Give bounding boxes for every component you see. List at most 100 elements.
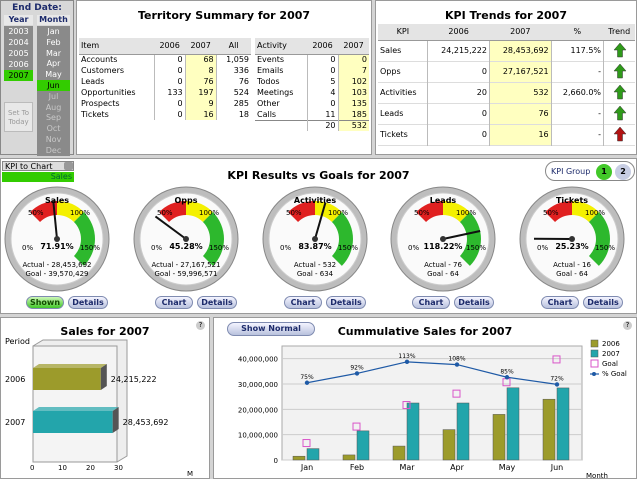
- sales-chart-button[interactable]: Shown: [26, 296, 64, 309]
- gauge-title: Opps: [174, 196, 198, 205]
- column-header: 2007: [489, 24, 552, 41]
- activities-chart-button[interactable]: Chart: [284, 296, 322, 309]
- bar-2006-mar: [392, 445, 406, 461]
- gauge-actual: Actual - 532: [293, 261, 337, 269]
- kpi-to-chart-select[interactable]: Sales: [2, 172, 74, 182]
- month-option-sep[interactable]: Sep: [37, 112, 70, 124]
- scale-label: 150%: [466, 244, 486, 252]
- territory-summary-panel: Territory Summary for 2007 Item 2006 2007 A…: [76, 0, 372, 155]
- year-option-2006[interactable]: 2006: [4, 59, 33, 70]
- month-option-oct[interactable]: Oct: [37, 123, 70, 135]
- kpi-trends-panel: KPI Trends for 2007 KPI 2006 2007% Trend Sa…: [375, 0, 637, 155]
- percent-change: -: [550, 103, 604, 124]
- goal-marker-apr: [452, 389, 461, 398]
- leads-details-button[interactable]: Details: [454, 296, 494, 309]
- percent-goal-label: 113%: [398, 353, 415, 360]
- tickets-details-button[interactable]: Details: [583, 296, 623, 309]
- gauge-leads: 0% 50% 100% 150% Leads 118.22% Actual - 76 Goal…: [390, 186, 496, 292]
- bar-2007-jun: [556, 387, 570, 461]
- gauge-goal: Goal - 39,570,429: [25, 270, 89, 278]
- month-option-jun[interactable]: Jun: [37, 80, 70, 91]
- table-cell: 11: [306, 109, 338, 120]
- value-2007: 532: [488, 82, 552, 103]
- set-to-today-button[interactable]: Set To Today: [4, 102, 33, 132]
- y-axis-label: Period: [5, 337, 30, 346]
- scale-label: 50%: [543, 209, 559, 217]
- gauge-goal: Goal - 59,996,571: [154, 270, 218, 278]
- month-option-may[interactable]: May: [37, 69, 70, 81]
- year-option-2005[interactable]: 2005: [4, 48, 33, 59]
- chart-legend: 2006 2007 Goal % Goal: [590, 339, 627, 378]
- show-normal-button[interactable]: Show Normal: [227, 322, 315, 336]
- table-cell: Todos: [257, 77, 280, 86]
- collapse-icon[interactable]: [64, 162, 73, 170]
- table-cell: 197: [184, 87, 217, 98]
- gauge-tickets: 0% 50% 100% 150% Tickets 25.23% Actual - 16 Goa…: [519, 186, 625, 292]
- tickets-chart-button[interactable]: Chart: [541, 296, 579, 309]
- table-cell: 0: [153, 109, 186, 120]
- month-option-mar[interactable]: Mar: [37, 47, 70, 59]
- kpi-results-title: KPI Results vs Goals for 2007: [227, 169, 410, 182]
- table-cell: 0: [153, 76, 186, 87]
- gauge-actual: Actual - 76: [424, 261, 462, 269]
- table-cell: 133: [153, 87, 186, 98]
- table-cell: 4: [306, 87, 338, 98]
- month-option-feb[interactable]: Feb: [37, 36, 70, 48]
- table-row: Leads 0 76 -: [378, 103, 635, 124]
- table-cell: 0: [153, 54, 186, 65]
- gauge-percent: 25.23%: [555, 242, 589, 251]
- gauge-percent: 45.28%: [169, 242, 203, 251]
- table-cell: Calls: [257, 109, 277, 119]
- trend-cell: [603, 61, 635, 82]
- table-cell: 5: [306, 76, 338, 87]
- trend-cell: [603, 103, 635, 124]
- table-row: Calls 11 185: [255, 109, 369, 120]
- kpi-name: Activities: [380, 88, 417, 97]
- kpi-group-option-2[interactable]: 2: [615, 164, 631, 180]
- scale-label: 50%: [157, 209, 173, 217]
- x-axis-label: M: [187, 470, 193, 478]
- table-cell: Other: [257, 99, 280, 108]
- sales-chart-panel: Sales for 2007 ? Period 2006 24,215,222 200…: [0, 317, 210, 479]
- gauge-percent: 118.22%: [423, 242, 463, 251]
- x-tick-label: May: [499, 463, 516, 472]
- gauge-goal: Goal - 634: [296, 270, 334, 278]
- month-option-aug[interactable]: Aug: [37, 101, 70, 113]
- trend-cell: [603, 82, 635, 103]
- year-option-2003[interactable]: 2003: [4, 26, 33, 37]
- month-option-jul[interactable]: Jul: [37, 90, 70, 102]
- opps-details-button[interactable]: Details: [197, 296, 237, 309]
- opps-chart-button[interactable]: Chart: [155, 296, 193, 309]
- table-cell: Leads: [81, 77, 105, 86]
- table-cell: Events: [257, 55, 285, 65]
- table-row: Accounts 0 68 1,059: [79, 54, 251, 65]
- year-option-2007[interactable]: 2007: [4, 70, 33, 81]
- table-cell: 7: [337, 65, 369, 76]
- month-option-dec[interactable]: Dec: [37, 144, 70, 156]
- table-cell: 0: [153, 65, 186, 76]
- up-arrow-icon: [612, 42, 627, 57]
- help-icon[interactable]: ?: [196, 321, 205, 330]
- kpi-group-option-1[interactable]: 1: [596, 164, 612, 180]
- activities-details-button[interactable]: Details: [326, 296, 366, 309]
- sales-bar-chart: Period 2006 24,215,222 2007 28,453,692 0 10 20 3…: [5, 337, 193, 478]
- help-icon[interactable]: ?: [623, 321, 632, 330]
- table-row: Tickets 0 16 18: [79, 109, 251, 120]
- x-tick-label: 10: [58, 464, 67, 472]
- leads-chart-button[interactable]: Chart: [412, 296, 450, 309]
- year-option-2004[interactable]: 2004: [4, 37, 33, 48]
- month-option-apr[interactable]: Apr: [37, 58, 70, 70]
- goal-marker-jun: [552, 355, 561, 364]
- table-cell: 0: [306, 98, 338, 109]
- y-tick-label: 0: [274, 457, 278, 465]
- table-cell: 68: [184, 54, 217, 65]
- table-row: Tickets 0 16 -: [378, 124, 635, 145]
- goal-marker-jan: [302, 439, 311, 448]
- column-header: Activity: [255, 38, 308, 55]
- sales-details-button[interactable]: Details: [68, 296, 108, 309]
- month-option-jan[interactable]: Jan: [37, 26, 70, 37]
- month-option-nov[interactable]: Nov: [37, 134, 70, 145]
- percent-goal-point: [504, 375, 510, 380]
- category-label: 2006: [5, 375, 25, 384]
- bar-2007-may: [506, 387, 520, 461]
